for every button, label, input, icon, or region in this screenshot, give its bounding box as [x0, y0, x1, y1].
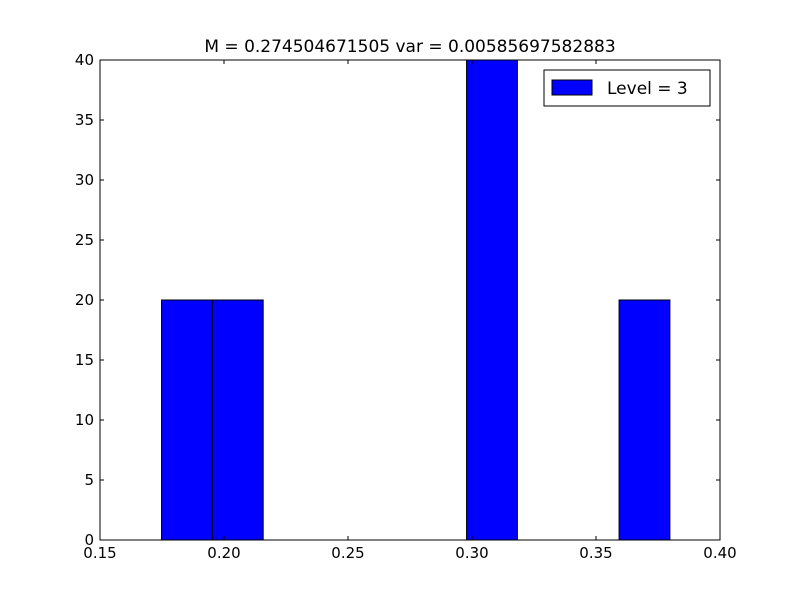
legend-label: Level = 3	[607, 79, 688, 99]
y-tick-label: 0	[84, 531, 94, 549]
x-tick-label: 0.15	[83, 544, 116, 562]
x-tick-label: 0.30	[455, 544, 488, 562]
bars-layer	[161, 59, 671, 541]
histogram-bar	[618, 299, 671, 541]
y-tick-label: 5	[84, 471, 94, 489]
y-tick-label: 25	[75, 231, 94, 249]
histogram-bar	[466, 59, 518, 541]
legend: Level = 3	[543, 69, 711, 107]
y-tick-label: 40	[75, 51, 94, 69]
y-tick-label: 35	[75, 111, 94, 129]
x-tick-label: 0.25	[331, 544, 364, 562]
y-tick-label: 30	[75, 171, 94, 189]
x-tick-label: 0.35	[579, 544, 612, 562]
x-tick-label: 0.20	[207, 544, 240, 562]
y-tick-label: 15	[75, 351, 94, 369]
chart-title: M = 0.274504671505 var = 0.0058569758288…	[204, 37, 615, 57]
legend-swatch	[551, 79, 593, 96]
ticks-layer: 0.15 0.20 0.25 0.30 0.35 0.40 0 5 10 15 20 25 30 35 40	[75, 51, 737, 562]
y-tick-label: 20	[75, 291, 94, 309]
y-tick-label: 10	[75, 411, 94, 429]
histogram-bar	[211, 299, 264, 541]
x-tick-label: 0.40	[703, 544, 736, 562]
histogram-bar	[161, 299, 213, 541]
